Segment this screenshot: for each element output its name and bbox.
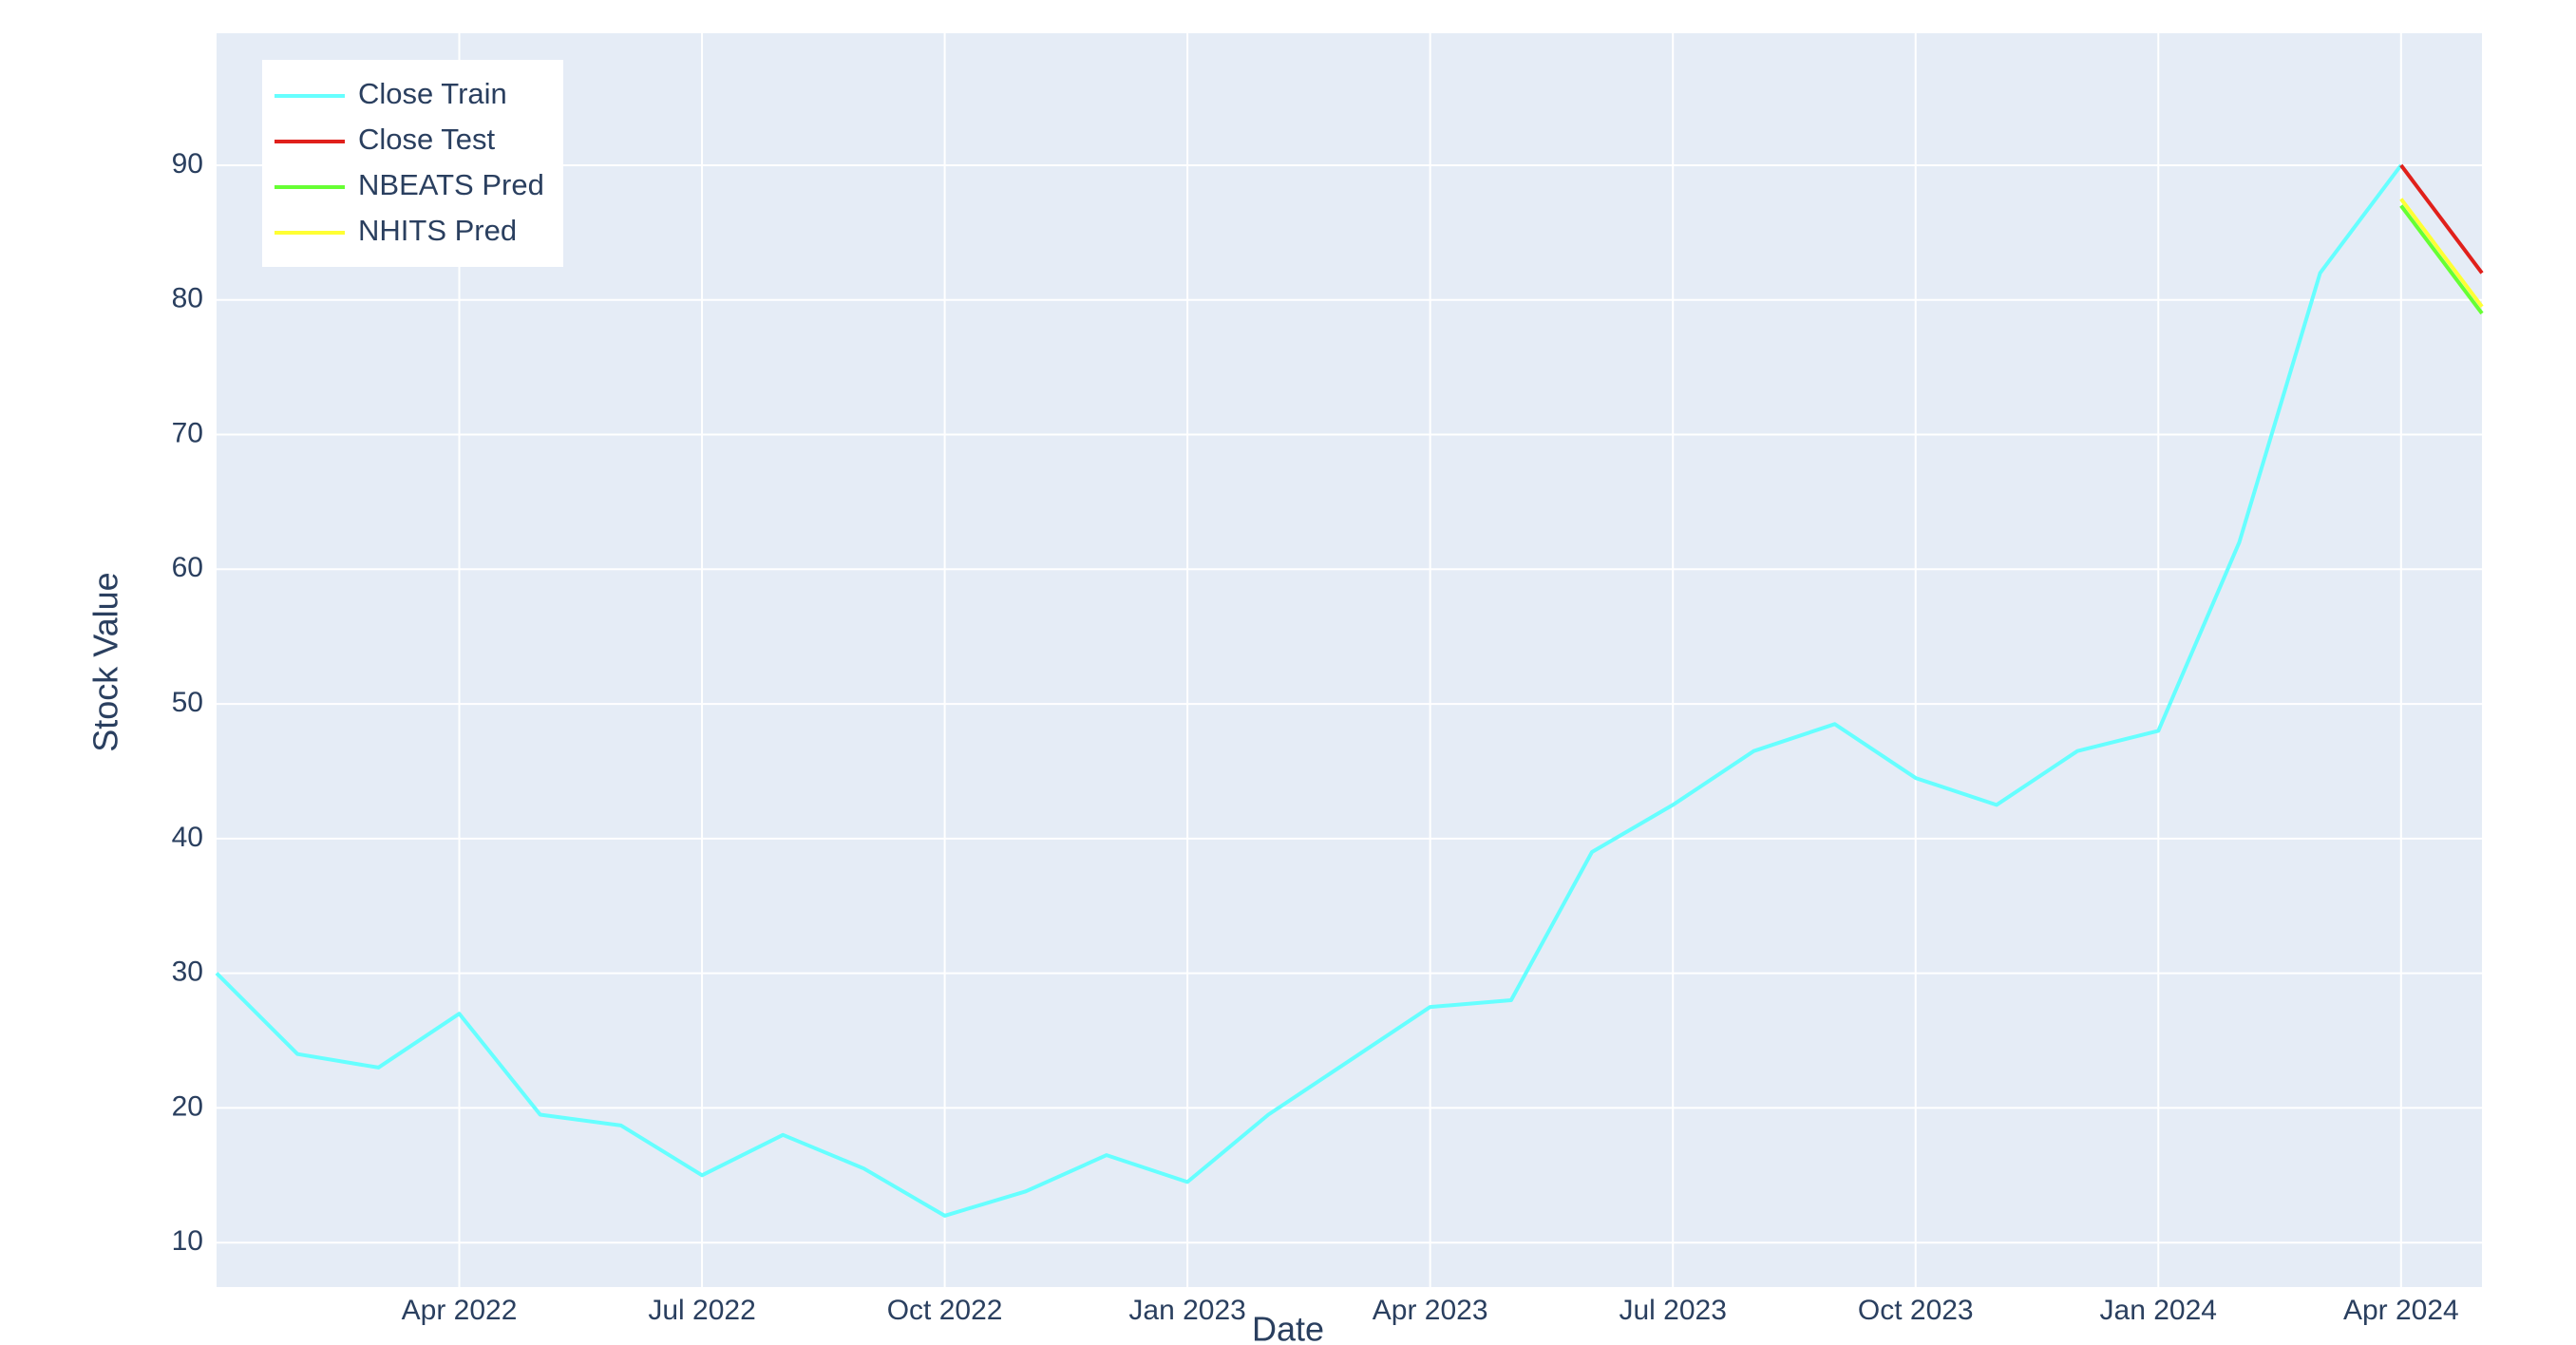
legend-label: NHITS Pred — [358, 214, 517, 247]
x-tick-label: Jan 2024 — [2100, 1295, 2217, 1326]
y-tick-label: 50 — [172, 687, 203, 718]
series-line — [2399, 198, 2484, 309]
y-tick-label: 90 — [172, 148, 203, 180]
y-tick-label: 60 — [172, 552, 203, 583]
x-tick-label: Jul 2022 — [648, 1295, 755, 1326]
y-axis-title: Stock Value — [86, 572, 125, 751]
series-line — [2399, 163, 2484, 275]
x-tick-label: Apr 2024 — [2343, 1295, 2459, 1326]
series-line — [2399, 204, 2484, 315]
y-tick-label: 20 — [172, 1090, 203, 1122]
series-line — [215, 163, 2403, 1218]
x-axis-title: Date — [1252, 1310, 1324, 1345]
legend-label: Close Train — [358, 77, 507, 110]
x-tick-label: Oct 2022 — [887, 1295, 1003, 1326]
y-tick-label: 10 — [172, 1225, 203, 1257]
y-tick-label: 40 — [172, 822, 203, 853]
y-tick-label: 30 — [172, 957, 203, 988]
x-tick-label: Jan 2023 — [1128, 1295, 1245, 1326]
x-tick-label: Oct 2023 — [1858, 1295, 1974, 1326]
plot-area — [217, 33, 2482, 1287]
y-tick-label: 70 — [172, 417, 203, 448]
legend-label: Close Test — [358, 123, 496, 156]
legend-label: NBEATS Pred — [358, 168, 544, 201]
y-tick-label: 80 — [172, 283, 203, 314]
x-tick-label: Apr 2022 — [402, 1295, 518, 1326]
x-tick-label: Jul 2023 — [1619, 1295, 1726, 1326]
x-tick-label: Apr 2023 — [1373, 1295, 1488, 1326]
